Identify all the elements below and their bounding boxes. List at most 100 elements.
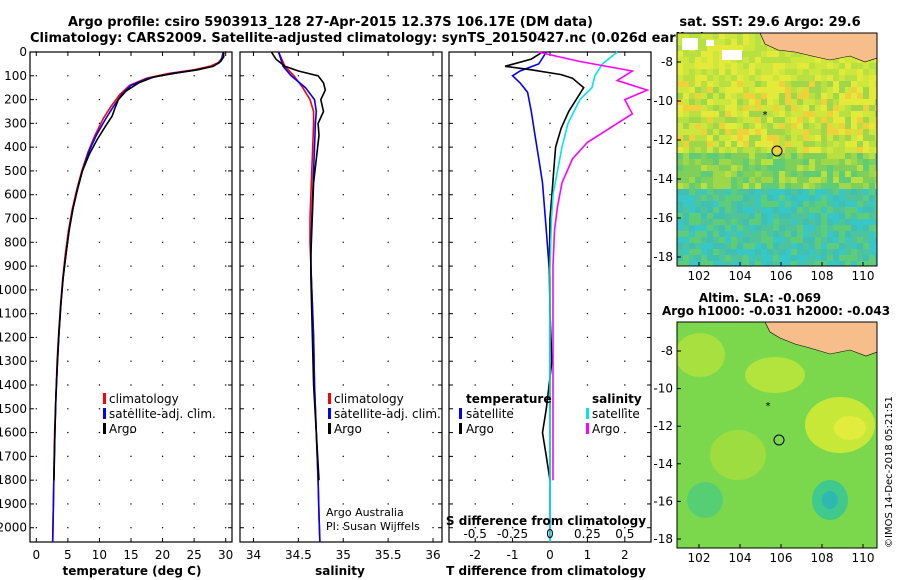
sst-pixel [875, 237, 877, 243]
sst-pixel [869, 255, 875, 261]
sst-pixel [731, 87, 737, 93]
sst-pixel [815, 237, 821, 243]
sst-pixel [677, 243, 683, 249]
sst-pixel [749, 207, 755, 213]
sst-pixel [851, 213, 857, 219]
sst-pixel [755, 51, 761, 57]
sst-pixel [845, 75, 851, 81]
grid-dot [342, 312, 344, 315]
sst-pixel [761, 57, 767, 63]
sst-pixel [803, 117, 809, 123]
sst-pixel [731, 165, 737, 171]
x-tick-label: 1 [584, 548, 592, 562]
sst-pixel [875, 81, 877, 87]
sst-pixel [761, 99, 767, 105]
sst-pixel [767, 105, 773, 111]
sst-pixel [809, 99, 815, 105]
sst-pixel [779, 93, 785, 99]
sst-pixel [695, 147, 701, 153]
sst-pixel [713, 165, 719, 171]
sst-pixel [785, 195, 791, 201]
sst-pixel [755, 183, 761, 189]
sst-pixel [833, 171, 839, 177]
sst-pixel [869, 243, 875, 249]
sst-pixel [683, 87, 689, 93]
grid-dot [387, 217, 389, 220]
sst-pixel [845, 93, 851, 99]
sst-pixel [749, 99, 755, 105]
sst-pixel [773, 159, 779, 165]
grid-dot [35, 336, 38, 339]
sst-pixel [869, 171, 875, 177]
sst-pixel [785, 87, 791, 93]
legend-s-sat-swatch [586, 408, 589, 419]
sst-pixel [773, 87, 779, 93]
sst-pixel [821, 237, 827, 243]
sst-pixel [863, 237, 869, 243]
sst-pixel [827, 171, 833, 177]
sst-pixel [755, 57, 761, 63]
grid-dot [511, 336, 514, 339]
map-y-tick-label: -12 [653, 133, 673, 147]
sst-pixel [803, 165, 809, 171]
sst-pixel [863, 159, 869, 165]
grid-dot [130, 265, 132, 267]
legend-clim-swatch [328, 393, 331, 404]
sst-pixel [761, 141, 767, 147]
sst-pixel [779, 105, 785, 111]
grid-dot [624, 122, 626, 125]
sst-pixel [845, 99, 851, 105]
sst-pixel [815, 63, 821, 69]
sst-pixel [773, 177, 779, 183]
sst-pixel [755, 153, 761, 159]
sst-pixel [863, 183, 869, 189]
sst-pixel [743, 99, 749, 105]
sst-pixel [749, 231, 755, 237]
sst-pixel [719, 33, 725, 39]
sst-pixel [839, 195, 845, 201]
sst-pixel [707, 147, 713, 153]
sst-pixel [707, 75, 713, 81]
grid-dot [98, 194, 101, 196]
sst-pixel [767, 189, 773, 195]
grid-dot [432, 289, 434, 291]
sst-pixel [779, 111, 785, 117]
grid-dot [224, 122, 227, 125]
sst-pixel [695, 231, 701, 237]
sst-pixel [725, 75, 731, 81]
sst-pixel [833, 219, 839, 225]
sst-pixel [785, 129, 791, 135]
sst-pixel [719, 69, 725, 75]
profile-line-climatology [51, 51, 226, 543]
sst-pixel [713, 183, 719, 189]
grid-dot [342, 75, 344, 77]
sst-land-java [759, 33, 877, 63]
sst-pixel [869, 93, 875, 99]
sst-pixel [737, 105, 743, 111]
grid-dot [252, 431, 255, 434]
profile-lines [51, 51, 650, 543]
sst-pixel [821, 207, 827, 213]
sst-pixel [737, 153, 743, 159]
sst-pixel [815, 57, 821, 63]
sst-pixel [827, 69, 833, 75]
sst-map-frame [676, 32, 878, 267]
sst-pixel [773, 231, 779, 237]
sst-pixel [821, 177, 827, 183]
sst-pixel [785, 249, 791, 255]
sst-pixel [821, 117, 827, 123]
sst-pixel [809, 219, 815, 225]
grid-dot [624, 503, 626, 505]
sst-pixel [725, 177, 731, 183]
argo-location-circle [771, 145, 783, 157]
sst-pixel [743, 33, 749, 39]
sst-pixel [791, 147, 797, 153]
sst-pixel [845, 165, 851, 171]
sst-pixel [803, 87, 809, 93]
sst-pixel [833, 69, 839, 75]
grid-dot [130, 170, 132, 172]
sst-pixel [809, 153, 815, 159]
sst-pixel [845, 225, 851, 231]
sst-pixel [827, 105, 833, 111]
sst-pixel [683, 183, 689, 189]
